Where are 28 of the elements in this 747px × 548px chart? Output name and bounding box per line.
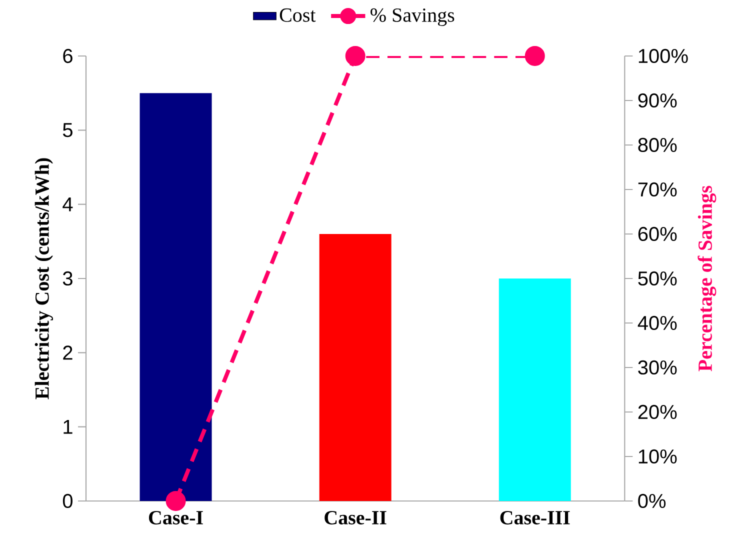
x-tick-label: Case-I xyxy=(148,511,203,524)
legend-label: % Savings xyxy=(370,8,454,26)
y2-tick-label: 20% xyxy=(638,404,677,420)
y-tick-label: 2 xyxy=(63,346,72,360)
bar xyxy=(140,93,212,501)
y2-axis-title: Percentage of Savings xyxy=(698,186,716,372)
y-tick-label: 4 xyxy=(62,197,73,212)
y2-tick-label: 80% xyxy=(638,138,677,152)
y-tick-label: 1 xyxy=(64,420,72,434)
y2-tick-label: 40% xyxy=(638,316,677,330)
bar xyxy=(319,234,392,501)
y2-tick-label: 70% xyxy=(638,182,677,197)
y2-tick-label: 60% xyxy=(638,226,677,242)
y2-tick-label: 100% xyxy=(638,48,688,64)
y-tick-label: 5 xyxy=(62,123,72,138)
y-tick-label: 6 xyxy=(63,48,72,64)
y2-tick-label: 90% xyxy=(638,93,677,108)
y2-tick-label: 0% xyxy=(638,494,666,508)
y-tick-label: 0 xyxy=(62,494,72,508)
y-tick-label: 3 xyxy=(62,271,72,286)
bar xyxy=(498,278,571,501)
y2-tick-label: 10% xyxy=(638,449,677,464)
x-tick-label: Case-III xyxy=(500,511,570,524)
y-axis-title: Electricity Cost (cents/kWh) xyxy=(34,158,54,400)
y2-tick-label: 50% xyxy=(638,271,677,286)
legend-label: Cost xyxy=(280,8,316,22)
y2-tick-label: 30% xyxy=(638,360,677,375)
x-tick-label: Case-II xyxy=(324,511,386,524)
